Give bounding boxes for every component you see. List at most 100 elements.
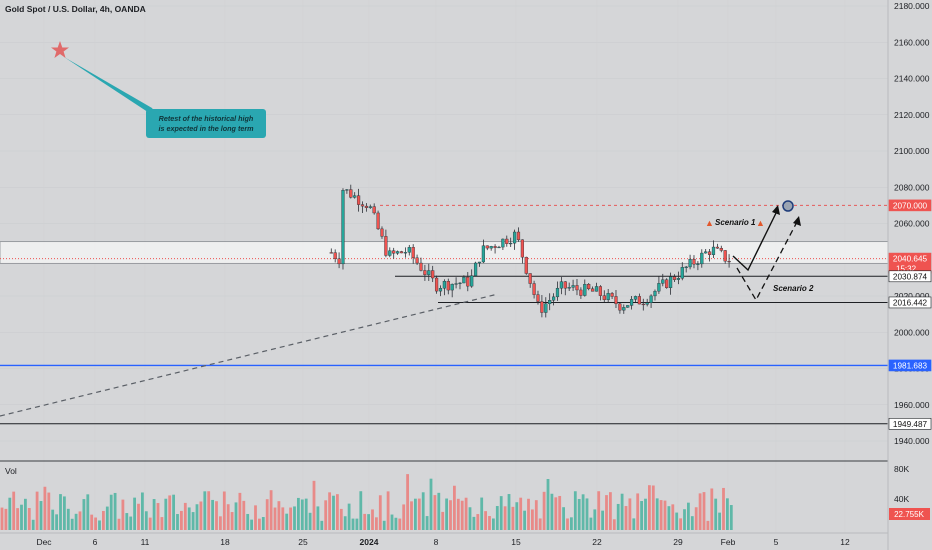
- candle-body: [505, 238, 509, 244]
- volume-bar: [367, 514, 370, 530]
- candle-body: [509, 242, 513, 245]
- volume-bar: [437, 492, 441, 530]
- level-value: 1949.487: [893, 420, 928, 429]
- rising-trendline[interactable]: [0, 293, 499, 417]
- candle-body: [723, 250, 727, 262]
- candle-body: [431, 270, 435, 279]
- volume-bar: [702, 492, 706, 530]
- volume-bar: [534, 500, 538, 530]
- volume-bar: [183, 502, 187, 530]
- level-badge: [888, 199, 932, 212]
- volume-bar: [234, 502, 238, 530]
- scenario-2-path[interactable]: [736, 219, 799, 302]
- price-tick-label: 2140.000: [894, 74, 930, 84]
- volume-bar: [698, 493, 702, 530]
- target-circle-icon[interactable]: [782, 200, 794, 212]
- candle-body: [707, 251, 712, 255]
- volume-bar: [499, 496, 503, 530]
- volume-bar: [421, 492, 425, 530]
- volume-bar: [601, 510, 604, 530]
- volume-bar: [511, 506, 515, 530]
- volume-bar: [94, 517, 97, 530]
- volume-bar: [31, 519, 35, 530]
- candle-body: [672, 276, 677, 280]
- volume-bar: [59, 494, 62, 530]
- volume-bar: [289, 507, 292, 530]
- volume-bar: [304, 498, 308, 530]
- volume-bar: [476, 514, 480, 530]
- volume-bar: [417, 498, 421, 530]
- volume-bar: [371, 509, 374, 530]
- callout-box[interactable]: [146, 109, 266, 138]
- candle-body: [360, 204, 365, 207]
- candle-body: [329, 252, 333, 254]
- volume-bar: [585, 498, 589, 530]
- price-tick-label: 2080.000: [894, 182, 930, 192]
- candle-body: [395, 251, 400, 254]
- time-tick-label: 25: [298, 537, 308, 547]
- volume-bar: [98, 520, 101, 530]
- candle-body: [587, 284, 591, 290]
- volume-bar: [523, 510, 526, 530]
- volume-bar: [546, 479, 550, 530]
- volume-bar: [542, 491, 546, 530]
- volume-bar: [566, 518, 569, 530]
- price-axis[interactable]: 1940.0001960.0001980.0002000.0002020.000…: [894, 1, 930, 446]
- volume-bar: [456, 498, 460, 530]
- volume-bar: [503, 506, 507, 530]
- candle-body: [544, 303, 548, 313]
- volume-bar: [718, 512, 721, 530]
- volume-bar: [433, 495, 437, 530]
- volume-bar: [113, 492, 117, 530]
- volume-bar: [74, 513, 78, 530]
- level-value: 2040.645: [893, 255, 928, 264]
- volume-bar: [316, 506, 320, 530]
- candle-body: [353, 195, 357, 198]
- candle-body: [458, 282, 462, 284]
- level-value: 1981.683: [893, 361, 928, 370]
- candle-body: [700, 252, 704, 265]
- candle-body: [419, 262, 423, 271]
- candle-body: [392, 250, 396, 254]
- volume-bar: [690, 516, 694, 530]
- volume-bar: [414, 498, 417, 530]
- candle-body: [411, 247, 415, 259]
- volume-bar: [554, 497, 558, 530]
- volume-bar: [616, 503, 620, 530]
- time-axis[interactable]: Dec 6 11 18 25 2024 8 15 22 29 Feb 5 12: [36, 537, 850, 547]
- time-tick-label: 11: [141, 537, 150, 547]
- star-icon[interactable]: [51, 41, 69, 58]
- volume-bar: [659, 500, 663, 530]
- volume-bar: [406, 474, 409, 530]
- candle-body: [606, 293, 610, 300]
- symbol-title[interactable]: Gold Spot / U.S. Dollar, 4h, OANDA: [5, 4, 146, 14]
- volume-bar: [398, 518, 402, 530]
- volume-bar: [312, 480, 316, 530]
- volume-bar: [16, 508, 19, 530]
- volume-bar: [464, 497, 468, 530]
- volume-bar: [675, 512, 679, 530]
- volume-bar: [258, 518, 261, 530]
- volume-bar: [378, 495, 382, 530]
- candle-body: [516, 231, 521, 240]
- volume-bar: [164, 498, 168, 530]
- volume-current-badge: [889, 508, 930, 520]
- candle-body: [626, 305, 630, 308]
- volume-pane-title[interactable]: Vol: [5, 466, 17, 476]
- candle-body: [384, 236, 388, 256]
- candle-body: [590, 288, 595, 292]
- candle-body: [571, 285, 575, 288]
- volume-bar: [105, 506, 109, 530]
- volume-bar: [355, 518, 359, 530]
- candle-body: [727, 260, 731, 263]
- volume-bar: [203, 491, 207, 530]
- volume-bar: [137, 503, 140, 530]
- volume-bar: [308, 512, 312, 530]
- candle-body: [512, 231, 517, 244]
- volume-bar: [102, 510, 105, 530]
- zone-rect[interactable]: [0, 241, 889, 264]
- candle-body: [567, 287, 571, 289]
- volume-bar: [722, 487, 725, 530]
- scenario-1-path[interactable]: [732, 208, 779, 272]
